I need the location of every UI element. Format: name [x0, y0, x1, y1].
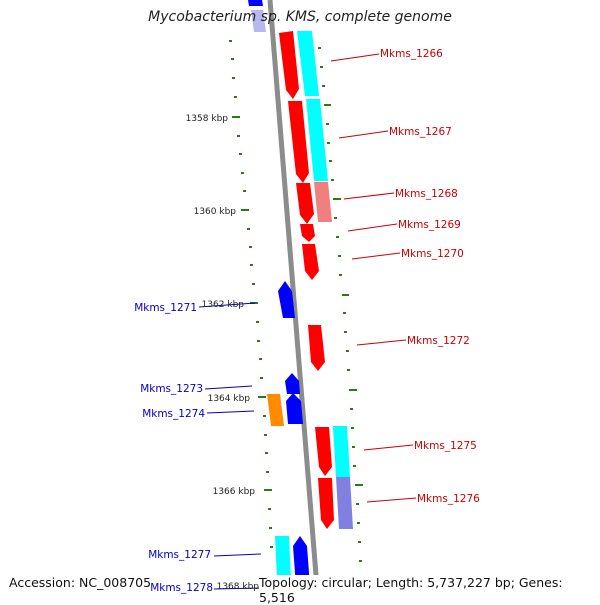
footer-bar: Accession: NC_008705 Topology: circular;…	[0, 573, 600, 605]
gene-arrow-mkms-1275[interactable]	[315, 427, 332, 476]
gene-label-mkms-1276[interactable]: Mkms_1276	[417, 493, 480, 505]
reverse-gene-labels: Mkms_1271 Mkms_1273 Mkms_1274 Mkms_1277 …	[134, 302, 213, 594]
gene-label-mkms-1275[interactable]: Mkms_1275	[414, 440, 477, 452]
gene-block-top[interactable]	[248, 0, 263, 6]
gene-arrow-mkms-1273[interactable]	[285, 373, 300, 394]
gene-label-mkms-1273[interactable]: Mkms_1273	[140, 383, 203, 395]
gene-label-mkms-1268[interactable]: Mkms_1268	[395, 188, 458, 200]
right-tick-track	[318, 47, 363, 562]
gene-box-mkms-1266[interactable]	[297, 31, 319, 96]
genome-backbone	[267, 0, 321, 600]
gene-arrow-mkms-1267[interactable]	[288, 101, 309, 183]
ruler-label: 1362 kbp	[202, 300, 245, 310]
gene-label-mkms-1271[interactable]: Mkms_1271	[134, 302, 197, 314]
gene-arrow-mkms-1272[interactable]	[308, 325, 325, 371]
gene-arrow-mkms-1268[interactable]	[296, 183, 314, 224]
forward-genes	[279, 31, 353, 529]
gene-box-mkms-1274[interactable]	[267, 394, 284, 426]
gene-arrow-mkms-1271[interactable]	[278, 281, 295, 318]
gene-label-mkms-1274[interactable]: Mkms_1274	[142, 408, 205, 420]
accession-text: Accession: NC_008705	[9, 575, 152, 590]
reverse-callouts	[198, 302, 263, 590]
gene-block-top-pale[interactable]	[251, 10, 266, 32]
gene-label-mkms-1266[interactable]: Mkms_1266	[380, 48, 443, 60]
gene-box-mkms-1267[interactable]	[306, 99, 328, 181]
ruler-label: 1358 kbp	[186, 114, 229, 124]
gene-label-mkms-1269[interactable]: Mkms_1269	[398, 219, 461, 231]
gene-arrow-mkms-1276[interactable]	[318, 478, 334, 529]
gene-box-mkms-1276[interactable]	[336, 477, 353, 529]
gene-arrow-mkms-1270[interactable]	[302, 244, 319, 280]
ruler-label: 1368 kbp	[217, 582, 260, 592]
gene-label-mkms-1278[interactable]: Mkms_1278	[150, 582, 213, 594]
gene-box-mkms-1268[interactable]	[314, 182, 332, 222]
genome-title: Mycobacterium sp. KMS, complete genome	[148, 9, 452, 25]
gene-label-mkms-1277[interactable]: Mkms_1277	[148, 549, 211, 561]
forward-gene-labels: Mkms_1266 Mkms_1267 Mkms_1268 Mkms_1269 …	[380, 48, 480, 505]
gene-label-mkms-1267[interactable]: Mkms_1267	[389, 126, 452, 138]
left-tick-track	[229, 40, 273, 548]
ruler-label: 1366 kbp	[213, 487, 256, 497]
gene-arrow-mkms-1269[interactable]	[300, 224, 315, 242]
gene-box-mkms-1275[interactable]	[333, 426, 350, 477]
gene-arrow-mkms-1274[interactable]	[286, 393, 303, 424]
ruler-labels: 1358 kbp 1360 kbp 1362 kbp 1364 kbp 1366…	[186, 114, 260, 592]
gene-label-mkms-1270[interactable]: Mkms_1270	[401, 248, 464, 260]
genome-summary-text: Topology: circular; Length: 5,737,227 bp…	[259, 575, 600, 605]
gene-arrow-mkms-1266[interactable]	[279, 31, 299, 99]
gene-label-mkms-1272[interactable]: Mkms_1272	[407, 335, 470, 347]
ruler-label: 1364 kbp	[208, 394, 251, 404]
forward-callouts	[330, 53, 417, 503]
ruler-label: 1360 kbp	[194, 207, 237, 217]
